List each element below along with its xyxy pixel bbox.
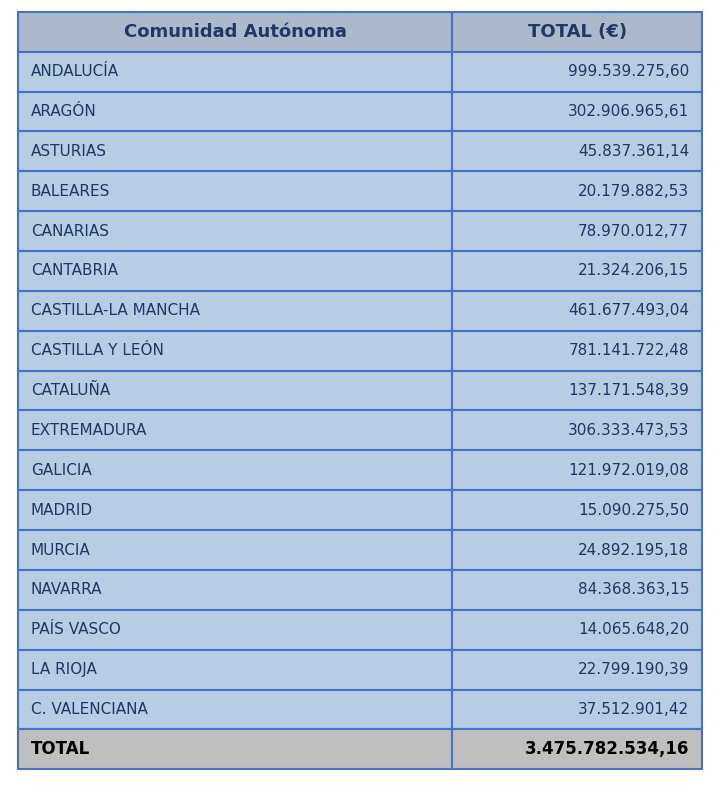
Text: 302.906.965,61: 302.906.965,61 <box>568 104 689 119</box>
Bar <box>452 689 702 729</box>
Text: 3.475.782.534,16: 3.475.782.534,16 <box>525 740 689 758</box>
Bar <box>452 610 702 650</box>
Text: 22.799.190,39: 22.799.190,39 <box>577 662 689 677</box>
Bar <box>452 52 702 92</box>
Bar <box>18 650 452 689</box>
Bar <box>18 570 452 610</box>
Bar <box>18 171 452 211</box>
Text: LA RIOJA: LA RIOJA <box>31 662 96 677</box>
Bar <box>452 451 702 490</box>
Text: TOTAL (€): TOTAL (€) <box>528 23 626 41</box>
Bar <box>18 92 452 131</box>
Text: 37.512.901,42: 37.512.901,42 <box>578 702 689 717</box>
Bar <box>452 291 702 330</box>
Bar <box>18 530 452 570</box>
Bar <box>452 530 702 570</box>
Bar <box>452 411 702 451</box>
Bar <box>18 251 452 291</box>
Bar <box>18 12 452 52</box>
Bar <box>452 171 702 211</box>
Text: 14.065.648,20: 14.065.648,20 <box>578 623 689 637</box>
Bar <box>452 12 702 52</box>
Text: TOTAL: TOTAL <box>31 740 90 758</box>
Bar <box>452 131 702 171</box>
Bar <box>18 689 452 729</box>
Text: MURCIA: MURCIA <box>31 542 91 557</box>
Bar <box>18 330 452 371</box>
Text: CANTABRIA: CANTABRIA <box>31 264 118 279</box>
Text: MADRID: MADRID <box>31 502 93 517</box>
Text: 999.539.275,60: 999.539.275,60 <box>568 64 689 79</box>
Bar <box>452 251 702 291</box>
Bar <box>452 211 702 251</box>
Bar <box>452 650 702 689</box>
Text: 781.141.722,48: 781.141.722,48 <box>569 343 689 358</box>
Text: GALICIA: GALICIA <box>31 463 91 478</box>
Bar <box>18 291 452 330</box>
Text: ASTURIAS: ASTURIAS <box>31 144 107 159</box>
Text: CANARIAS: CANARIAS <box>31 224 109 239</box>
Text: 15.090.275,50: 15.090.275,50 <box>578 502 689 517</box>
Text: Comunidad Autónoma: Comunidad Autónoma <box>124 23 346 41</box>
Text: 24.892.195,18: 24.892.195,18 <box>578 542 689 557</box>
Bar <box>452 729 702 769</box>
Text: 137.171.548,39: 137.171.548,39 <box>568 383 689 398</box>
Bar <box>452 92 702 131</box>
Text: C. VALENCIANA: C. VALENCIANA <box>31 702 148 717</box>
Text: CASTILLA Y LEÓN: CASTILLA Y LEÓN <box>31 343 164 358</box>
Bar <box>452 570 702 610</box>
Bar <box>452 330 702 371</box>
Text: 84.368.363,15: 84.368.363,15 <box>577 582 689 597</box>
Text: 306.333.473,53: 306.333.473,53 <box>567 423 689 438</box>
Text: 21.324.206,15: 21.324.206,15 <box>578 264 689 279</box>
Text: EXTREMADURA: EXTREMADURA <box>31 423 148 438</box>
Text: ANDALUCÍA: ANDALUCÍA <box>31 64 119 79</box>
Bar <box>18 131 452 171</box>
Bar <box>452 490 702 530</box>
Text: 20.179.882,53: 20.179.882,53 <box>578 184 689 199</box>
Text: 78.970.012,77: 78.970.012,77 <box>578 224 689 239</box>
Text: 121.972.019,08: 121.972.019,08 <box>568 463 689 478</box>
Text: ARAGÓN: ARAGÓN <box>31 104 96 119</box>
Bar <box>18 451 452 490</box>
Text: BALEARES: BALEARES <box>31 184 110 199</box>
Bar <box>18 52 452 92</box>
Text: CATALUÑA: CATALUÑA <box>31 383 110 398</box>
Text: NAVARRA: NAVARRA <box>31 582 102 597</box>
Bar <box>18 490 452 530</box>
Bar <box>18 411 452 451</box>
Text: PAÍS VASCO: PAÍS VASCO <box>31 623 121 637</box>
Bar <box>452 371 702 411</box>
Text: 461.677.493,04: 461.677.493,04 <box>568 303 689 318</box>
Bar <box>18 371 452 411</box>
Bar <box>18 610 452 650</box>
Bar <box>18 211 452 251</box>
Text: CASTILLA-LA MANCHA: CASTILLA-LA MANCHA <box>31 303 200 318</box>
Bar <box>18 729 452 769</box>
Text: 45.837.361,14: 45.837.361,14 <box>577 144 689 159</box>
